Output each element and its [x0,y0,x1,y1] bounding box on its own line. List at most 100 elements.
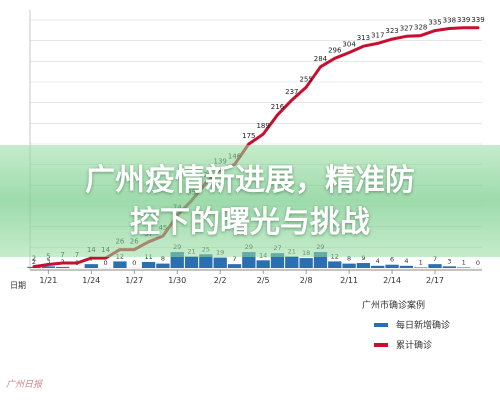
cumulative-point [405,35,408,38]
daily-bar [184,256,199,268]
cumulative-point [75,261,79,265]
daily-bar-label: 0 [132,259,136,267]
daily-bar-label: 3 [46,257,50,265]
x-tick-label: 1/21 [39,276,57,285]
legend: 广州市确诊案例 每日新增确诊 累计确诊 [362,298,482,351]
daily-bar [328,261,342,268]
daily-bar [371,265,385,268]
cumulative-point [32,265,36,268]
daily-bars [27,252,471,268]
daily-bar [199,254,213,268]
x-tick-label: 2/8 [300,276,313,285]
cumulative-point [476,26,480,29]
cumulative-label: 304 [342,41,356,49]
cumulative-point [290,98,294,102]
legend-item-cumulative: 累计确诊 [374,338,482,351]
cumulative-point [104,256,107,260]
daily-bar-label: 9 [361,254,365,262]
daily-bar-label: 8 [161,255,165,263]
daily-bar [299,258,313,268]
daily-bar [213,257,227,268]
cumulative-point [261,132,265,136]
daily-bar-label: 7 [433,255,437,263]
headline-banner [0,145,500,257]
x-tick-label: 1/27 [125,276,143,285]
x-axis: 日期 1/21 1/24 1/27 1/30 2/2 2/5 2/8 2/11 2/14 2/17 [10,269,482,290]
cumulative-label: 296 [328,46,342,54]
daily-bar-label: 8 [347,255,351,263]
headline: 广州疫情新进展，精准防 控下的曙光与挑战 [0,160,500,244]
cumulative-label: 284 [314,55,328,63]
daily-bar [428,264,442,268]
daily-bar-label: 3 [447,257,451,265]
cumulative-label: 313 [357,34,370,42]
x-tick-label: 1/30 [168,276,186,285]
daily-bar [55,266,70,268]
cumulative-label: 335 [428,19,441,27]
cumulative-point [90,256,93,260]
legend-label-cumulative: 累计确诊 [396,341,433,351]
cumulative-point [448,27,451,30]
daily-bar [41,266,55,268]
daily-bar-label: 2 [32,258,36,266]
cumulative-label: 323 [385,27,398,35]
daily-bar-label: 1 [419,258,423,266]
daily-bar [399,265,414,268]
legend-item-daily: 每日新增确诊 [374,318,482,331]
daily-bar [356,263,371,268]
daily-bar [385,264,399,268]
cumulative-point [304,86,308,89]
x-tick-label: 2/5 [257,276,270,285]
cumulative-point [462,26,465,29]
x-tick-label: 2/11 [340,276,358,285]
legend-label-daily: 每日新增确诊 [396,321,451,331]
daily-bar [414,267,428,268]
cumulative-point [319,65,322,68]
cumulative-point [61,261,64,265]
cumulative-point [347,51,351,54]
x-axis-title: 日期 [10,281,26,290]
daily-bar [156,263,170,268]
daily-bar-label: 1 [462,258,466,266]
cumulative-label: 339 [457,16,470,24]
x-tick-label: 2/2 [214,276,227,285]
daily-bar [84,264,98,268]
cumulative-label: 328 [414,24,427,32]
daily-bar [342,263,356,268]
daily-bar-label: 6 [390,256,394,264]
headline-line-2: 控下的曙光与挑战 [130,205,370,240]
cumulative-label: 216 [271,103,285,111]
cumulative-point [247,142,251,146]
cumulative-label: 189 [256,122,269,130]
cumulative-label: 339 [471,16,484,24]
daily-bar-label: 7 [232,255,236,263]
cumulative-point [376,42,379,45]
daily-bar [256,260,270,268]
cumulative-point [433,29,437,32]
daily-bar-label: 0 [104,259,108,267]
cumulative-point [276,113,279,117]
legend-swatch-cumulative [374,342,388,347]
daily-bar [141,261,156,268]
cumulative-label: 317 [371,31,384,39]
cumulative-point [390,37,394,41]
cumulative-label: 338 [443,17,456,25]
daily-bar [442,266,457,268]
headline-line-1: 广州疫情新进展，精准防 [85,163,415,198]
legend-swatch-daily [374,322,388,327]
x-tick-label: 2/14 [383,276,401,285]
cumulative-point [362,45,365,48]
daily-bar [457,267,471,268]
cumulative-point [47,263,50,266]
daily-bar [113,261,127,268]
cumulative-label: 237 [285,88,298,96]
daily-bar-label: 4 [376,257,380,265]
cumulative-label: 175 [242,132,255,140]
cumulative-label: 255 [299,75,312,83]
daily-bar-label: 0 [476,259,480,267]
x-tick-label: 2/17 [426,276,444,285]
cumulative-label: 2 [32,255,36,263]
cumulative-point [333,57,336,60]
daily-bar [227,264,242,268]
x-tick-label: 1/24 [82,276,100,285]
